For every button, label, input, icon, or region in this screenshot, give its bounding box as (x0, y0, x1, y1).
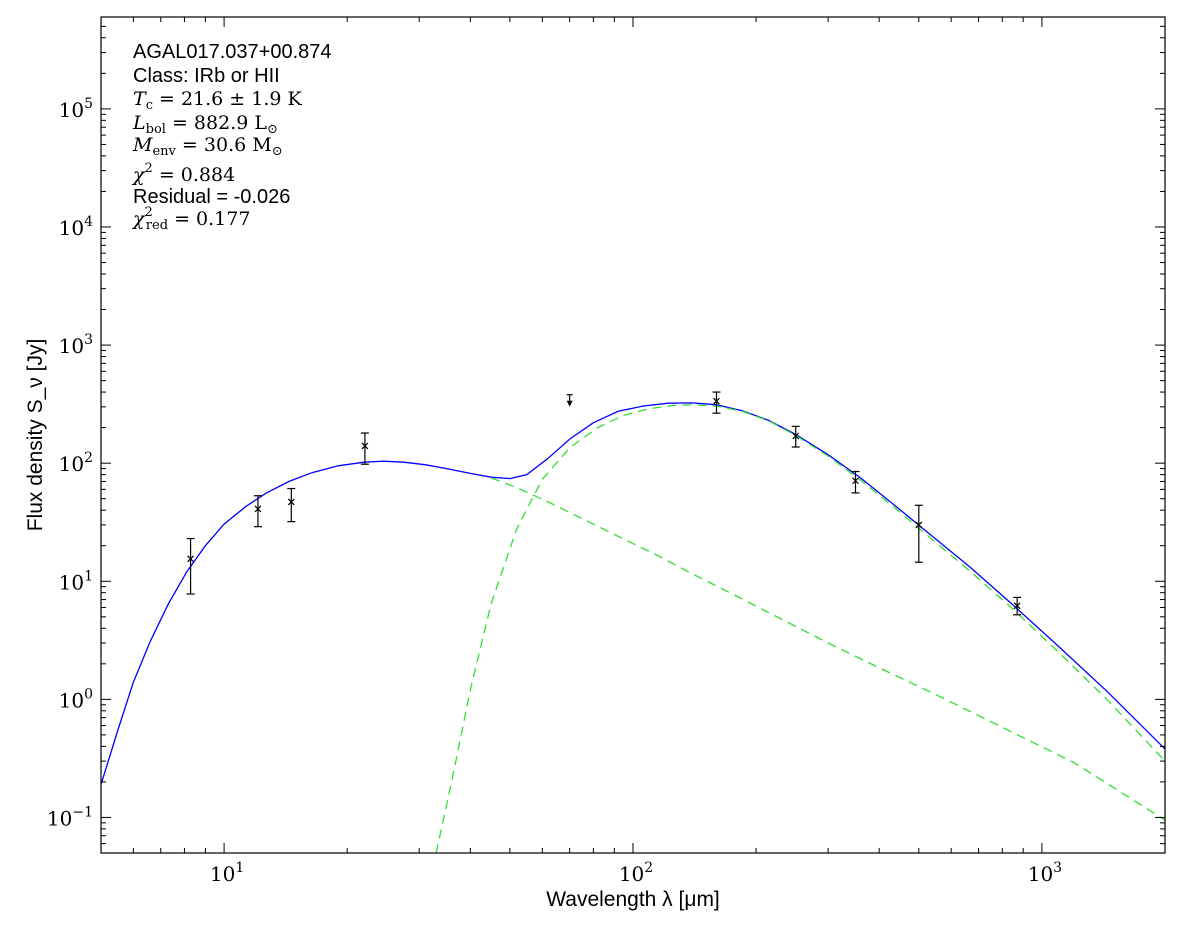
data-point-marker (361, 442, 369, 450)
model-curves (101, 402, 1165, 853)
y-axis-title: Flux density S_ν [Jy] (24, 339, 47, 532)
x-tick-label: 101 (210, 860, 244, 886)
fit-annotation-block: AGAL017.037+00.874 Class: IRb or HII Tc … (131, 41, 332, 233)
y-tick-label: 103 (59, 332, 93, 358)
tc-label: Tc = 21.6 ± 1.9 K (133, 88, 303, 113)
data-point-marker (852, 477, 859, 485)
chi2-label: χ2 = 0.884 (131, 161, 235, 186)
x-axis-title: Wavelength λ [μm] (546, 888, 720, 911)
chi2-red-label: χ2 red = 0.177 (131, 205, 250, 233)
data-point-marker (254, 505, 262, 513)
model-component-1 (490, 477, 1165, 821)
y-tick-label: 105 (59, 96, 93, 122)
data-point-marker (1013, 602, 1021, 610)
menv-label: Menv = 30.6 M⊙ (132, 134, 283, 159)
tick-labels: 101 102 103 10−1 100 101 102 103 104 105 (47, 96, 1062, 886)
upper-limit-arrow (566, 400, 573, 407)
lbol-label: Lbol = 882.9 L⊙ (132, 112, 278, 137)
data-point-marker (287, 498, 295, 506)
model-component-2 (435, 404, 1165, 853)
total-model-curve (101, 402, 1165, 785)
y-tick-label: 100 (59, 686, 93, 712)
data-points (186, 391, 1022, 616)
y-tick-label: 101 (59, 568, 93, 594)
x-tick-label: 102 (619, 860, 653, 886)
data-point-marker (792, 432, 800, 440)
x-tick-label: 103 (1028, 860, 1062, 886)
y-tick-label: 102 (59, 450, 93, 476)
source-name: AGAL017.037+00.874 (133, 41, 332, 63)
residual-label: Residual = -0.026 (133, 186, 290, 208)
class-label: Class: IRb or HII (133, 65, 280, 87)
data-point-marker (915, 521, 923, 529)
data-point-marker (713, 397, 720, 405)
axis-ticks (100, 16, 1166, 854)
y-tick-label: 104 (59, 214, 93, 240)
y-tick-label: 10−1 (47, 804, 93, 830)
data-point-marker (187, 555, 194, 563)
